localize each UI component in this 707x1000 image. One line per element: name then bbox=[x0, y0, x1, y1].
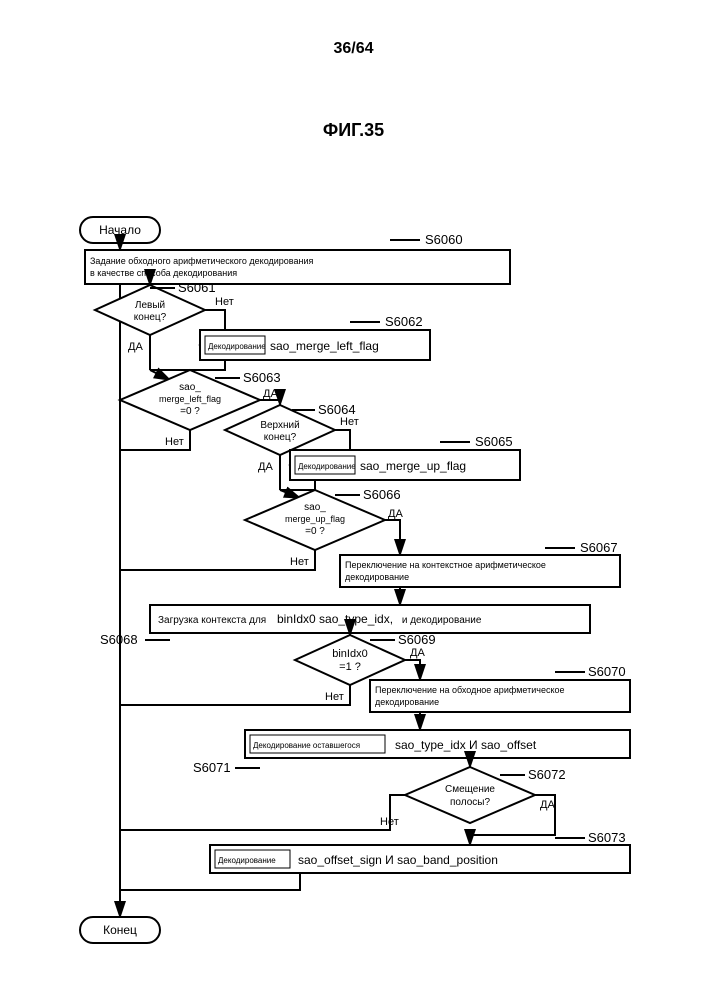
diamond-s6064-l2: конец? bbox=[264, 432, 297, 443]
box-s6071: Декодирование оставшегося sao_type_idx И… bbox=[245, 730, 630, 758]
box-s6060-line2: в качестве способа декодирования bbox=[90, 268, 237, 278]
edge-s6066-no bbox=[120, 550, 315, 570]
diamond-s6064-l1: Верхний bbox=[260, 420, 299, 431]
box-s6062-inner: Декодирование bbox=[208, 342, 266, 351]
edge-label-s6072-yes: ДА bbox=[540, 799, 555, 811]
step-label-s6061: S6061 bbox=[178, 280, 216, 295]
diamond-s6061-l1: Левый bbox=[135, 300, 165, 311]
box-s6065-code: sao_merge_up_flag bbox=[360, 459, 466, 473]
step-label-s6073: S6073 bbox=[588, 830, 626, 845]
step-label-s6072: S6072 bbox=[528, 767, 566, 782]
edge-label-s6066-no: Нет bbox=[290, 556, 309, 568]
box-s6073-code: sao_offset_sign И sao_band_position bbox=[298, 853, 498, 867]
box-s6070: Переключение на обходное арифметическое … bbox=[370, 680, 630, 712]
step-label-s6065: S6065 bbox=[475, 434, 513, 449]
step-label-s6070: S6070 bbox=[588, 664, 626, 679]
diamond-s6066-l2: merge_up_flag bbox=[285, 514, 345, 524]
diamond-s6061-l2: конец? bbox=[134, 312, 167, 323]
diamond-s6069-l1: binIdx0 bbox=[332, 648, 367, 660]
diamond-s6072-l1: Смещение bbox=[445, 784, 495, 795]
terminal-start: Начало bbox=[80, 217, 160, 243]
step-label-s6066: S6066 bbox=[363, 487, 401, 502]
box-s6068: Загрузка контекста для binIdx0 sao_type_… bbox=[150, 605, 590, 633]
edge-label-s6064-no: Нет bbox=[340, 416, 359, 428]
step-label-s6064: S6064 bbox=[318, 402, 356, 417]
terminal-start-label: Начало bbox=[99, 223, 141, 237]
edge-label-s6069-no: Нет bbox=[325, 691, 344, 703]
step-label-s6068: S6068 bbox=[100, 632, 138, 647]
edge-s6069-no bbox=[120, 685, 350, 705]
edge-s6062-merge bbox=[150, 360, 225, 370]
step-label-s6060: S6060 bbox=[425, 232, 463, 247]
diamond-s6072-l2: полосы? bbox=[450, 797, 490, 808]
box-s6062-code: sao_merge_left_flag bbox=[270, 339, 379, 353]
box-s6065: Декодирование sao_merge_up_flag bbox=[290, 450, 520, 480]
box-s6067-l2: декодирование bbox=[345, 572, 409, 582]
edge-label-s6061-no: Нет bbox=[215, 296, 234, 308]
step-label-s6071: S6071 bbox=[193, 760, 231, 775]
edge-s6063-s6064 bbox=[260, 400, 280, 405]
terminal-end: Конец bbox=[80, 917, 160, 943]
edge-s6069-s6070 bbox=[405, 660, 420, 680]
diamond-s6063-l3: =0 ? bbox=[180, 406, 200, 417]
edge-into-s6063 bbox=[150, 370, 170, 380]
box-s6060: Задание обходного арифметического декоди… bbox=[85, 250, 510, 284]
box-s6065-inner: Декодирование bbox=[298, 462, 356, 471]
diamond-s6066-l1: sao_ bbox=[304, 502, 326, 513]
diamond-s6063-l2: merge_left_flag bbox=[159, 394, 221, 404]
edge-s6072-no bbox=[120, 795, 405, 830]
diamond-s6066-l3: =0 ? bbox=[305, 526, 325, 537]
edge-label-s6064-yes: ДА bbox=[258, 461, 273, 473]
edge-label-s6063-yes: ДА bbox=[263, 388, 278, 400]
terminal-end-label: Конец bbox=[103, 923, 137, 937]
step-label-s6067: S6067 bbox=[580, 540, 618, 555]
diamond-s6069-l2: =1 ? bbox=[339, 661, 361, 673]
edge-s6065-merge bbox=[280, 480, 315, 490]
step-label-s6062: S6062 bbox=[385, 314, 423, 329]
edge-s6073-out bbox=[120, 873, 300, 890]
edge-label-s6066-yes: ДА bbox=[388, 508, 403, 520]
box-s6070-l1: Переключение на обходное арифметическое bbox=[375, 685, 565, 695]
box-s6067: Переключение на контекстное арифметическ… bbox=[340, 555, 620, 587]
box-s6068-text: Загрузка контекста для binIdx0 sao_type_… bbox=[158, 612, 482, 626]
box-s6071-code: sao_type_idx И sao_offset bbox=[395, 738, 537, 752]
flowchart: Начало Задание обходного арифметического… bbox=[0, 0, 707, 1000]
edge-label-s6069-yes: ДА bbox=[410, 647, 425, 659]
diamond-s6063-l1: sao_ bbox=[179, 382, 201, 393]
box-s6070-l2: декодирование bbox=[375, 697, 439, 707]
step-label-s6069: S6069 bbox=[398, 632, 436, 647]
box-s6073: Декодирование sao_offset_sign И sao_band… bbox=[210, 845, 630, 873]
edge-s6066-s6067 bbox=[385, 520, 400, 555]
diamond-s6069: binIdx0 =1 ? bbox=[295, 635, 405, 685]
edge-label-s6063-no: Нет bbox=[165, 436, 184, 448]
box-s6062: Декодирование sao_merge_left_flag bbox=[200, 330, 430, 360]
box-s6071-prefix: Декодирование оставшегося bbox=[253, 741, 360, 750]
edge-label-s6061-yes: ДА bbox=[128, 341, 143, 353]
page: 36/64 ФИГ.35 Начало Задание обходного ар… bbox=[0, 0, 707, 1000]
box-s6073-prefix: Декодирование bbox=[218, 856, 276, 865]
box-s6060-line1: Задание обходного арифметического декоди… bbox=[90, 256, 313, 266]
step-label-s6063: S6063 bbox=[243, 370, 281, 385]
box-s6067-l1: Переключение на контекстное арифметическ… bbox=[345, 560, 546, 570]
